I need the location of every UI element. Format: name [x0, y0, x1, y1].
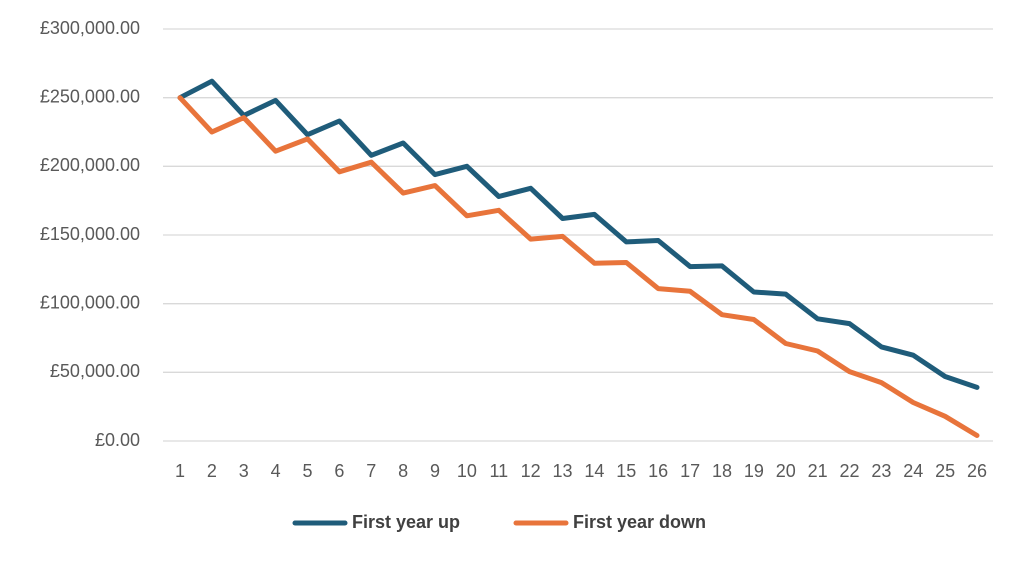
x-tick-label: 3 — [239, 461, 249, 481]
x-tick-label: 16 — [648, 461, 668, 481]
x-tick-label: 24 — [903, 461, 923, 481]
x-tick-label: 23 — [871, 461, 891, 481]
x-tick-label: 2 — [207, 461, 217, 481]
x-tick-label: 20 — [776, 461, 796, 481]
legend: First year up First year down — [292, 512, 706, 532]
y-tick-label: £300,000.00 — [40, 18, 140, 38]
x-tick-label: 12 — [521, 461, 541, 481]
y-tick-label: £0.00 — [95, 430, 140, 450]
x-tick-label: 15 — [616, 461, 636, 481]
x-axis-tick-labels: 1 2 3 4 5 6 7 8 9 10 11 12 13 14 15 16 17 18 19 20 21 22 23 24 2… — [175, 461, 987, 481]
series-line-2 — [177, 95, 980, 438]
series-lines — [177, 78, 980, 438]
x-tick-label: 13 — [553, 461, 573, 481]
y-axis-tick-labels: £0.00 £50,000.00 £100,000.00 £150,000.00 £20… — [40, 18, 140, 450]
y-tick-label: £50,000.00 — [50, 361, 140, 381]
x-tick-label: 11 — [489, 461, 508, 481]
x-tick-label: 1 — [175, 461, 185, 481]
y-tick-label: £100,000.00 — [40, 292, 140, 312]
y-tick-label: £200,000.00 — [40, 155, 140, 175]
x-tick-label: 25 — [935, 461, 955, 481]
x-tick-label: 17 — [680, 461, 700, 481]
series-line-1 — [177, 78, 980, 390]
x-tick-label: 22 — [839, 461, 859, 481]
y-tick-label: £250,000.00 — [40, 86, 140, 106]
x-tick-label: 9 — [430, 461, 440, 481]
x-tick-label: 6 — [334, 461, 344, 481]
legend-label: First year down — [573, 512, 706, 532]
x-tick-label: 8 — [398, 461, 408, 481]
y-tick-label: £150,000.00 — [40, 224, 140, 244]
x-tick-label: 26 — [967, 461, 987, 481]
x-tick-label: 7 — [366, 461, 376, 481]
x-tick-label: 14 — [584, 461, 604, 481]
x-tick-label: 5 — [303, 461, 313, 481]
x-tick-label: 19 — [744, 461, 764, 481]
legend-label: First year up — [352, 512, 460, 532]
x-tick-label: 18 — [712, 461, 732, 481]
x-tick-label: 10 — [457, 461, 477, 481]
x-tick-label: 21 — [808, 461, 828, 481]
gridlines — [163, 28, 993, 442]
x-tick-label: 4 — [271, 461, 281, 481]
